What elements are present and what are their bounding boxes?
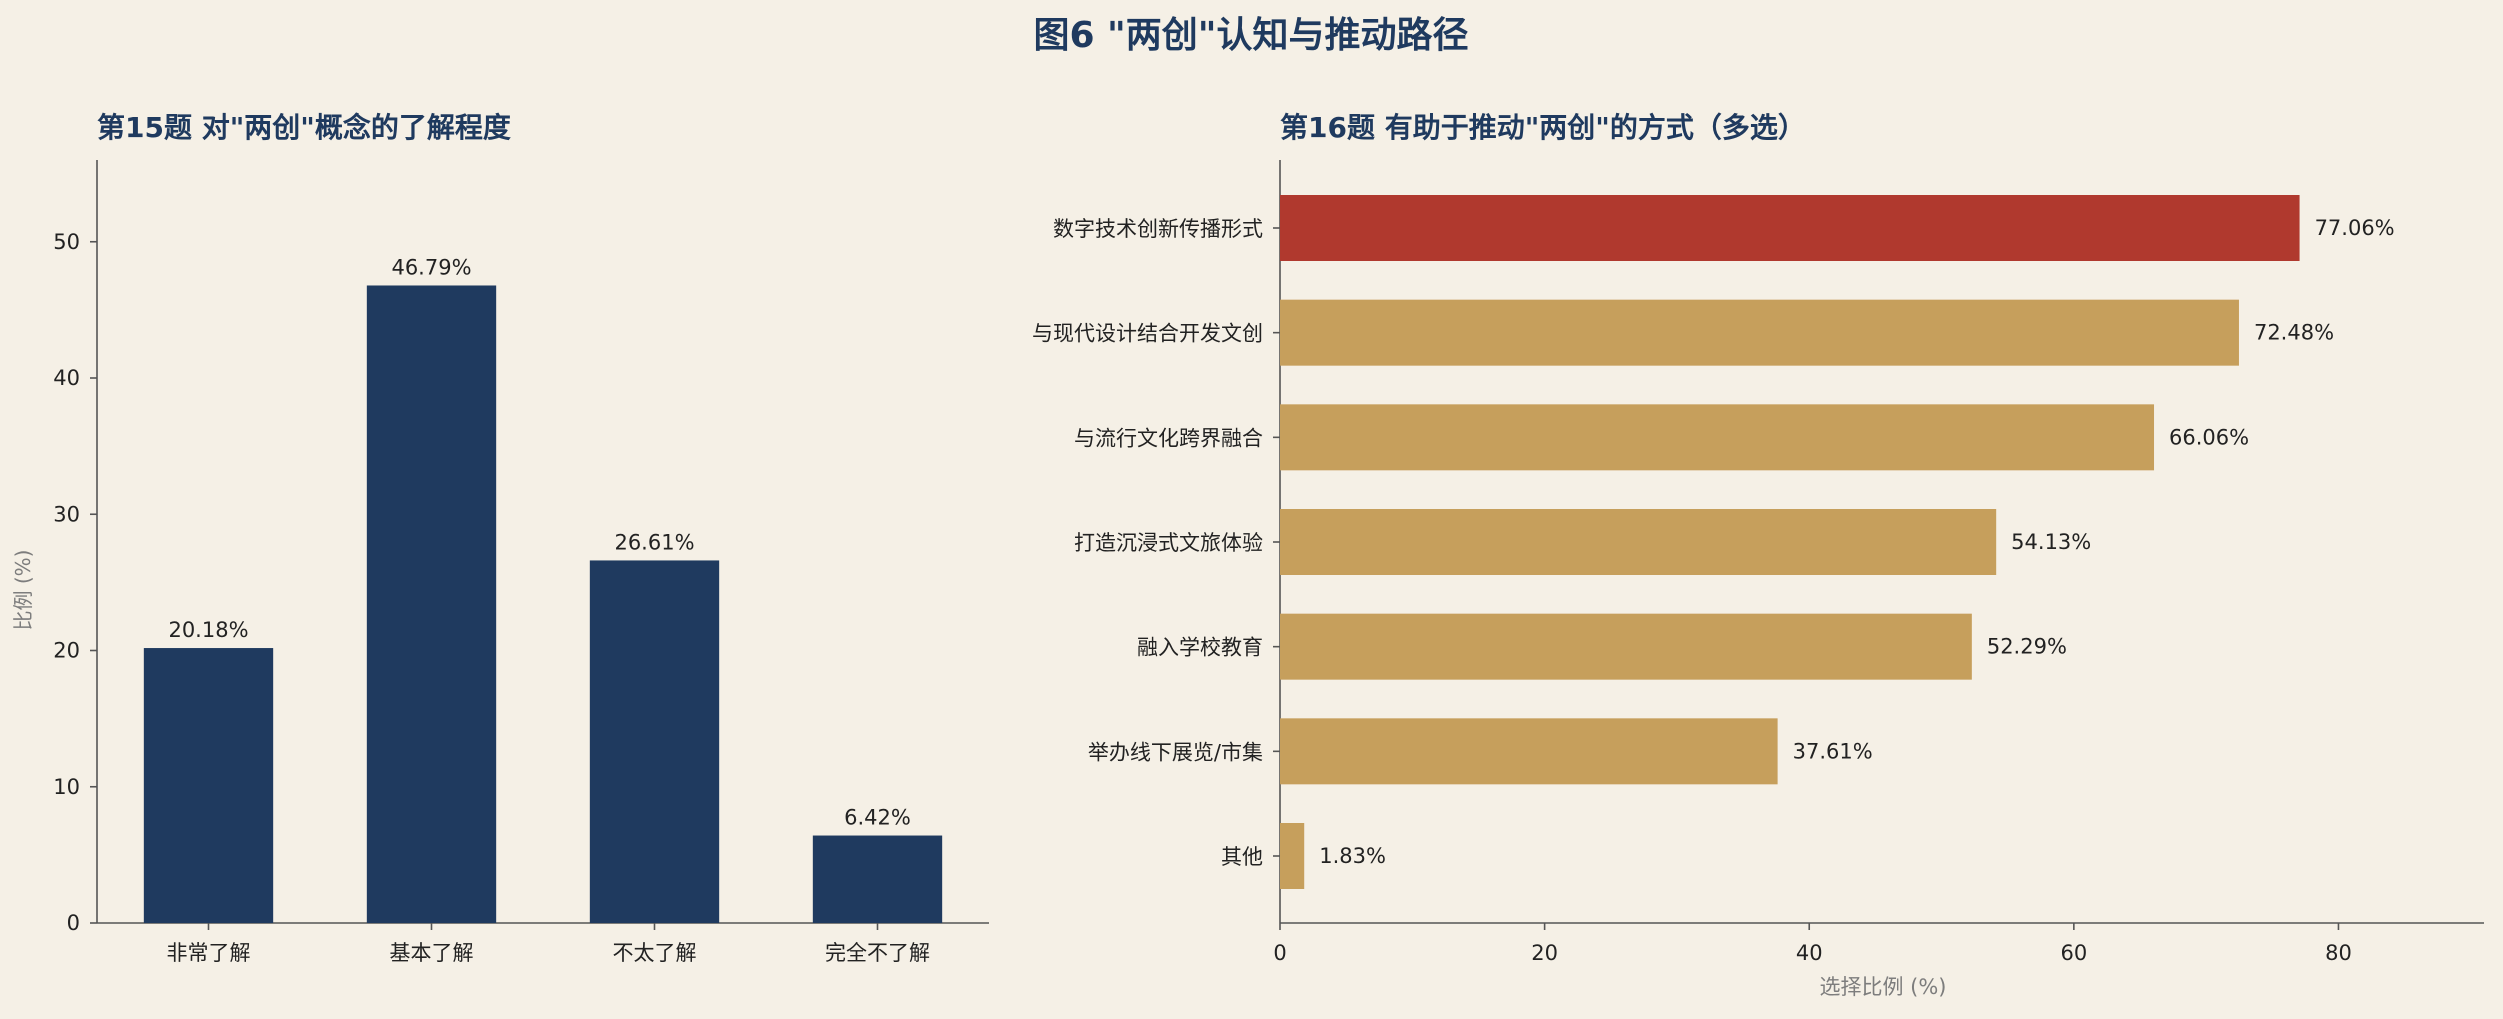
left-bars-group: 20.18% 46.79% 26.61% 6.42% — [143, 255, 943, 924]
right-x-axis-label: 选择比例 (%) — [1819, 975, 1946, 999]
left-x-tick-label: 基本了解 — [390, 941, 474, 965]
right-x-tick-label: 0 — [1273, 941, 1286, 965]
right-bar — [1280, 613, 1972, 680]
right-bar — [1280, 404, 2155, 471]
right-x-tick-label: 80 — [2325, 941, 2352, 965]
right-bars-group: 77.06% 72.48% 66.06% 54.13% 52.29% 37.61% 1.83… — [1280, 195, 2395, 889]
right-y-tick-label: 举办线下展览/市集 — [1088, 740, 1263, 764]
left-chart-title: 第15题 对"两创"概念的了解程度 — [97, 111, 511, 144]
left-bar-value-label: 46.79% — [391, 255, 471, 279]
left-chart: 第15题 对"两创"概念的了解程度 比例 (%) 20.18% 46.79% 26.… — [11, 111, 989, 965]
right-x-tick-label: 60 — [2060, 941, 2087, 965]
left-x-ticks: 非常了解 基本了解 不太了解 完全不了解 — [167, 923, 930, 965]
right-bar-value-label: 66.06% — [2169, 425, 2249, 449]
right-y-ticks: 数字技术创新传播形式与现代设计结合开发文创与流行文化跨界融合打造沉浸式文旅体验融… — [1032, 217, 1280, 869]
left-bar — [143, 648, 274, 923]
right-y-tick-label: 融入学校教育 — [1137, 636, 1263, 660]
left-y-tick-label: 30 — [53, 502, 80, 526]
right-y-tick-label: 其他 — [1221, 845, 1263, 869]
left-bar — [589, 560, 720, 923]
right-bar-value-label: 77.06% — [2315, 216, 2395, 240]
left-y-tick-label: 10 — [53, 775, 80, 799]
right-bar — [1280, 823, 1305, 889]
right-chart: 第16题 有助于推动"两创"的方式（多选） 选择比例 (%) 77.06% 72.… — [1032, 111, 2484, 999]
right-bar — [1280, 718, 1778, 785]
right-x-ticks: 0 20 40 60 80 — [1273, 923, 2352, 965]
right-y-tick-label: 与现代设计结合开发文创 — [1032, 322, 1263, 346]
left-bar-value-label: 26.61% — [614, 530, 694, 554]
left-x-tick-label: 不太了解 — [613, 941, 697, 965]
right-bar-value-label: 72.48% — [2254, 321, 2334, 345]
left-y-tick-label: 0 — [67, 911, 80, 935]
left-y-ticks: 0 10 20 30 40 50 — [53, 230, 97, 935]
right-bar — [1280, 195, 2300, 261]
left-bar-value-label: 6.42% — [844, 806, 911, 830]
left-y-tick-label: 20 — [53, 639, 80, 663]
right-y-tick-label: 数字技术创新传播形式 — [1053, 217, 1263, 241]
figure-title: 图6 "两创"认知与推动路径 — [1033, 15, 1468, 56]
left-bar — [366, 285, 497, 924]
right-bar — [1280, 509, 1997, 575]
left-y-axis-label: 比例 (%) — [11, 550, 35, 631]
right-bar-value-label: 52.29% — [1987, 635, 2067, 659]
right-bar-value-label: 37.61% — [1793, 739, 1873, 763]
right-x-tick-label: 40 — [1796, 941, 1823, 965]
left-x-tick-label: 完全不了解 — [825, 941, 930, 965]
left-x-tick-label: 非常了解 — [167, 941, 251, 965]
right-y-tick-label: 打造沉浸式文旅体验 — [1074, 531, 1263, 555]
left-y-tick-label: 40 — [53, 366, 80, 390]
right-chart-title: 第16题 有助于推动"两创"的方式（多选） — [1280, 111, 1806, 144]
left-bar — [812, 835, 943, 923]
left-y-tick-label: 50 — [53, 230, 80, 254]
left-bar-value-label: 20.18% — [168, 618, 248, 642]
right-y-tick-label: 与流行文化跨界融合 — [1074, 426, 1263, 450]
right-bar — [1280, 299, 2239, 366]
right-bar-value-label: 1.83% — [1319, 844, 1386, 868]
right-bar-value-label: 54.13% — [2011, 530, 2091, 554]
right-x-tick-label: 20 — [1531, 941, 1558, 965]
